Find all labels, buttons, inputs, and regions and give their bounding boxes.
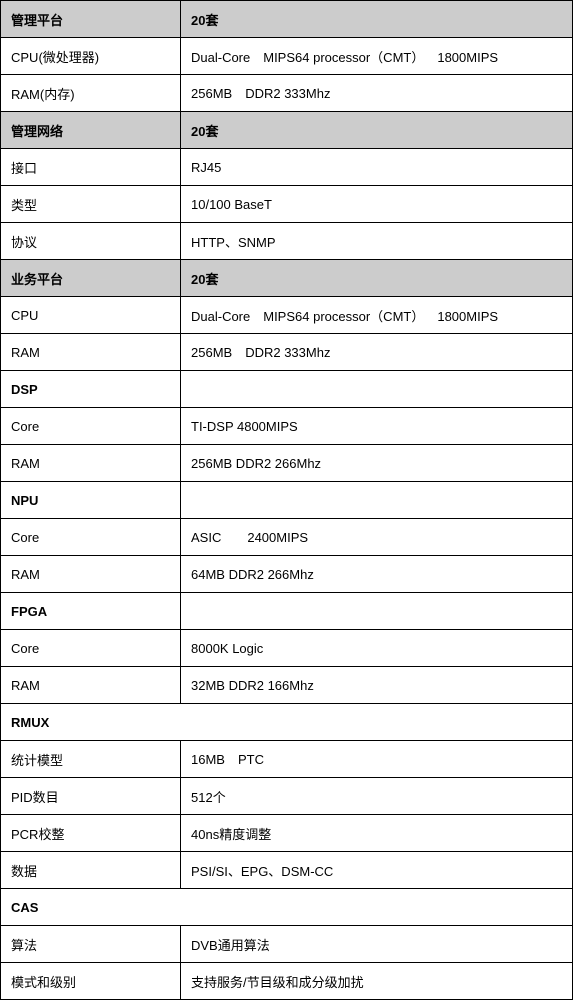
- row-label: 类型: [1, 186, 181, 223]
- row-label: RAM: [1, 556, 181, 593]
- spec-table-body: 管理平台20套CPU(微处理器)Dual-Core MIPS64 process…: [1, 1, 573, 1000]
- table-row: 管理平台20套: [1, 1, 573, 38]
- row-value: 20套: [181, 260, 573, 297]
- row-value: 支持服务/节目级和成分级加扰: [181, 963, 573, 1000]
- row-value: 512个: [181, 778, 573, 815]
- table-row: 管理网络20套: [1, 112, 573, 149]
- table-row: PID数目512个: [1, 778, 573, 815]
- table-row: 数据PSI/SI、EPG、DSM-CC: [1, 852, 573, 889]
- table-row: RAM64MB DDR2 266Mhz: [1, 556, 573, 593]
- row-value: 32MB DDR2 166Mhz: [181, 667, 573, 704]
- row-value: 8000K Logic: [181, 630, 573, 667]
- row-label: Core: [1, 519, 181, 556]
- table-row: NPU: [1, 482, 573, 519]
- row-value: HTTP、SNMP: [181, 223, 573, 260]
- table-row: RAM256MB DDR2 333Mhz: [1, 334, 573, 371]
- table-row: CoreTI-DSP 4800MIPS: [1, 408, 573, 445]
- row-label: NPU: [1, 482, 181, 519]
- row-label: Core: [1, 408, 181, 445]
- table-row: 统计模型16MB PTC: [1, 741, 573, 778]
- table-row: FPGA: [1, 593, 573, 630]
- table-row: 接口RJ45: [1, 149, 573, 186]
- row-value: 256MB DDR2 266Mhz: [181, 445, 573, 482]
- row-label: PID数目: [1, 778, 181, 815]
- row-value: 16MB PTC: [181, 741, 573, 778]
- row-value: [181, 593, 573, 630]
- row-value: PSI/SI、EPG、DSM-CC: [181, 852, 573, 889]
- table-row: 协议HTTP、SNMP: [1, 223, 573, 260]
- table-row: 业务平台20套: [1, 260, 573, 297]
- row-value: 20套: [181, 112, 573, 149]
- row-label: 业务平台: [1, 260, 181, 297]
- row-value: TI-DSP 4800MIPS: [181, 408, 573, 445]
- row-value: 40ns精度调整: [181, 815, 573, 852]
- row-label: CPU: [1, 297, 181, 334]
- table-row: RAM256MB DDR2 266Mhz: [1, 445, 573, 482]
- row-label: RAM: [1, 667, 181, 704]
- table-row: Core8000K Logic: [1, 630, 573, 667]
- row-label: 数据: [1, 852, 181, 889]
- row-label: 管理平台: [1, 1, 181, 38]
- row-value: DVB通用算法: [181, 926, 573, 963]
- table-row: RMUX: [1, 704, 573, 741]
- row-label: 模式和级别: [1, 963, 181, 1000]
- row-label: Core: [1, 630, 181, 667]
- row-value: 256MB DDR2 333Mhz: [181, 334, 573, 371]
- table-row: CoreASIC 2400MIPS: [1, 519, 573, 556]
- section-label: CAS: [1, 889, 573, 926]
- table-row: CAS: [1, 889, 573, 926]
- row-label: CPU(微处理器): [1, 38, 181, 75]
- row-label: 统计模型: [1, 741, 181, 778]
- row-label: DSP: [1, 371, 181, 408]
- row-value: [181, 371, 573, 408]
- row-label: FPGA: [1, 593, 181, 630]
- table-row: DSP: [1, 371, 573, 408]
- row-value: Dual-Core MIPS64 processor（CMT） 1800MIPS: [181, 297, 573, 334]
- row-value: ASIC 2400MIPS: [181, 519, 573, 556]
- row-value: RJ45: [181, 149, 573, 186]
- row-label: RAM(内存): [1, 75, 181, 112]
- section-label: RMUX: [1, 704, 573, 741]
- row-value: [181, 482, 573, 519]
- table-row: RAM32MB DDR2 166Mhz: [1, 667, 573, 704]
- row-label: RAM: [1, 334, 181, 371]
- row-value: 256MB DDR2 333Mhz: [181, 75, 573, 112]
- table-row: PCR校整40ns精度调整: [1, 815, 573, 852]
- row-label: 接口: [1, 149, 181, 186]
- table-row: RAM(内存)256MB DDR2 333Mhz: [1, 75, 573, 112]
- row-label: 管理网络: [1, 112, 181, 149]
- row-label: 算法: [1, 926, 181, 963]
- table-row: 类型10/100 BaseT: [1, 186, 573, 223]
- row-label: PCR校整: [1, 815, 181, 852]
- table-row: CPU(微处理器)Dual-Core MIPS64 processor（CMT）…: [1, 38, 573, 75]
- table-row: 模式和级别支持服务/节目级和成分级加扰: [1, 963, 573, 1000]
- row-value: 20套: [181, 1, 573, 38]
- row-label: RAM: [1, 445, 181, 482]
- spec-table: 管理平台20套CPU(微处理器)Dual-Core MIPS64 process…: [0, 0, 573, 1000]
- table-row: CPUDual-Core MIPS64 processor（CMT） 1800M…: [1, 297, 573, 334]
- row-value: 10/100 BaseT: [181, 186, 573, 223]
- row-label: 协议: [1, 223, 181, 260]
- table-row: 算法DVB通用算法: [1, 926, 573, 963]
- row-value: 64MB DDR2 266Mhz: [181, 556, 573, 593]
- row-value: Dual-Core MIPS64 processor（CMT） 1800MIPS: [181, 38, 573, 75]
